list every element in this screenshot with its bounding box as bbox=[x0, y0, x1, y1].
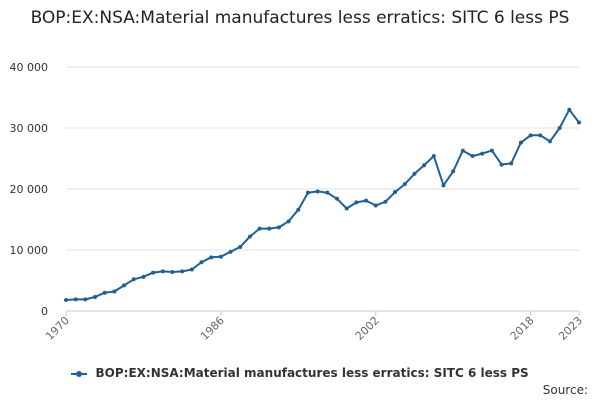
x-tick-label: 2002 bbox=[353, 314, 382, 343]
legend-label: BOP:EX:NSA:Material manufactures less er… bbox=[95, 366, 529, 380]
data-point bbox=[315, 189, 320, 194]
data-point bbox=[238, 244, 243, 249]
data-point bbox=[267, 226, 272, 231]
series-line bbox=[65, 108, 580, 301]
chart-title: BOP:EX:NSA:Material manufactures less er… bbox=[30, 8, 570, 28]
data-point bbox=[170, 269, 175, 274]
data-point bbox=[141, 274, 146, 279]
data-point bbox=[383, 199, 388, 204]
y-tick-label: 20 000 bbox=[10, 183, 49, 196]
data-point bbox=[518, 140, 523, 145]
data-point bbox=[460, 148, 465, 153]
x-tick-label: 1986 bbox=[198, 314, 227, 343]
data-point bbox=[451, 169, 456, 174]
data-point bbox=[112, 289, 117, 294]
data-point bbox=[431, 154, 436, 159]
legend-dot bbox=[76, 370, 83, 377]
data-point bbox=[567, 107, 572, 112]
x-axis bbox=[65, 310, 580, 316]
y-tick-label: 40 000 bbox=[10, 61, 49, 74]
data-point bbox=[276, 225, 281, 230]
data-point bbox=[180, 269, 185, 274]
data-point bbox=[296, 207, 301, 212]
data-point bbox=[189, 267, 194, 272]
y-axis-tick-labels: 0 10 000 20 000 30 000 40 000 bbox=[10, 61, 49, 318]
data-point bbox=[102, 290, 107, 295]
y-tick-label: 10 000 bbox=[10, 244, 49, 257]
data-point bbox=[151, 270, 156, 275]
series-group bbox=[64, 107, 581, 303]
gridlines bbox=[66, 66, 579, 251]
data-point bbox=[393, 190, 398, 195]
data-point bbox=[470, 154, 475, 159]
data-point bbox=[577, 120, 581, 125]
data-point bbox=[344, 206, 349, 211]
y-tick-label: 0 bbox=[41, 305, 48, 318]
data-point bbox=[305, 190, 310, 195]
data-point bbox=[422, 163, 427, 168]
data-point bbox=[131, 277, 136, 282]
data-point bbox=[209, 255, 214, 260]
data-point bbox=[441, 183, 446, 188]
data-point bbox=[83, 297, 88, 302]
data-point bbox=[228, 249, 233, 254]
legend-marker bbox=[71, 369, 88, 379]
data-point bbox=[509, 161, 514, 166]
data-point bbox=[93, 294, 98, 299]
data-point bbox=[335, 196, 340, 201]
x-axis-tick-labels: 1970 1986 2002 2018 2023 bbox=[43, 314, 585, 343]
data-point bbox=[64, 298, 68, 303]
x-tick-label: 1970 bbox=[43, 314, 72, 343]
data-point bbox=[480, 151, 485, 156]
data-point bbox=[402, 182, 407, 187]
x-tick-label: 2018 bbox=[508, 314, 537, 343]
source-label: Source: bbox=[542, 383, 588, 397]
data-point bbox=[160, 269, 165, 274]
data-point bbox=[286, 219, 291, 224]
data-point bbox=[557, 126, 562, 130]
data-point bbox=[499, 162, 504, 167]
data-point bbox=[218, 254, 223, 259]
legend[interactable]: BOP:EX:NSA:Material manufactures less er… bbox=[0, 366, 600, 380]
data-point bbox=[325, 190, 330, 195]
data-point bbox=[489, 148, 494, 153]
data-point bbox=[247, 234, 252, 239]
data-point bbox=[122, 283, 127, 288]
data-point bbox=[364, 198, 369, 203]
data-point bbox=[373, 203, 378, 208]
data-point bbox=[547, 139, 552, 144]
y-tick-label: 30 000 bbox=[10, 122, 49, 135]
data-point bbox=[538, 133, 543, 138]
data-point bbox=[257, 226, 262, 231]
data-point bbox=[412, 171, 417, 176]
data-point bbox=[73, 297, 78, 302]
data-point bbox=[528, 133, 533, 138]
data-point bbox=[354, 200, 359, 205]
data-point bbox=[199, 260, 204, 265]
x-tick-label: 2023 bbox=[556, 314, 585, 343]
